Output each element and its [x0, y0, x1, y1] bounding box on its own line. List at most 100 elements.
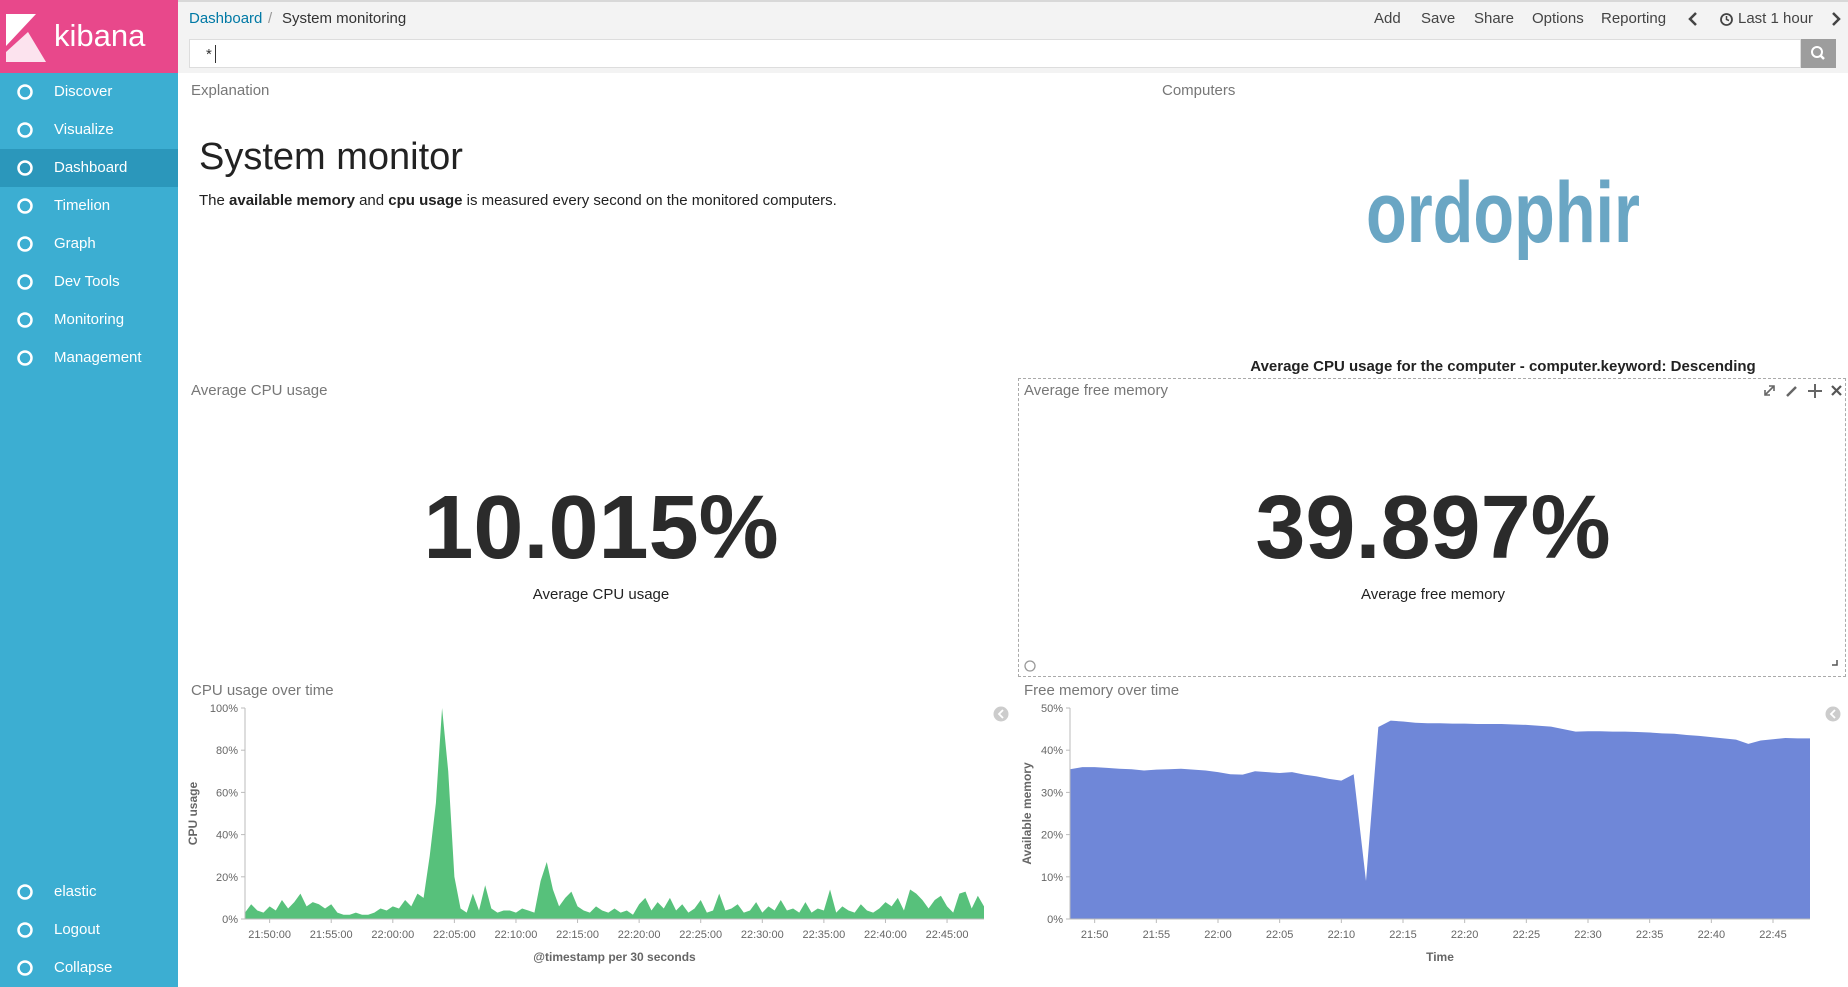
top-action[interactable]: Add — [1374, 10, 1401, 27]
panel-selected[interactable] — [1018, 378, 1846, 677]
text: is measured every second on the monitore… — [462, 192, 837, 209]
nav-icon — [17, 122, 33, 138]
y-tick-label: 60% — [216, 787, 238, 799]
bold-text: available memory — [229, 192, 355, 209]
x-tick-label: 22:45 — [1759, 929, 1787, 941]
x-tick-label: 22:25 — [1513, 929, 1541, 941]
x-tick-label: 22:00 — [1204, 929, 1232, 941]
breadcrumb-link[interactable]: Dashboard — [189, 10, 263, 27]
panel-title: Computers — [1162, 82, 1236, 99]
nav-label: Logout — [54, 921, 100, 938]
icon-shape — [17, 160, 33, 176]
nav-label: Management — [54, 349, 142, 366]
markdown-heading: System monitor — [199, 136, 463, 178]
icon-shape — [17, 236, 33, 252]
nav-label: Dev Tools — [54, 273, 120, 290]
nav-icon — [17, 884, 33, 900]
x-tick-label: 22:35 — [1636, 929, 1664, 941]
user-menu-item[interactable]: Collapse — [0, 949, 178, 987]
metric-value: 10.015% — [423, 478, 779, 578]
time-range[interactable]: Last 1 hour — [1738, 10, 1814, 27]
nav-item[interactable]: Monitoring — [0, 301, 178, 339]
icon-shape — [17, 274, 33, 290]
y-tick-label: 30% — [1041, 787, 1063, 799]
top-action[interactable]: Reporting — [1601, 10, 1667, 27]
logo[interactable]: kibana — [0, 0, 178, 73]
panel-controls — [1764, 384, 1842, 398]
legend-toggle[interactable] — [1825, 706, 1841, 722]
y-tick-label: 100% — [210, 703, 238, 715]
nav-item[interactable]: Discover — [0, 73, 178, 111]
nav-item[interactable]: Management — [0, 339, 178, 377]
y-tick-label: 80% — [216, 745, 238, 757]
y-tick-label: 40% — [1041, 745, 1063, 757]
panel-title: Average free memory — [1024, 382, 1168, 399]
clock-icon — [1720, 13, 1733, 26]
tag-word[interactable]: ordophir — [1366, 165, 1640, 260]
area — [1070, 720, 1810, 919]
user-menu-item[interactable]: Logout — [0, 911, 178, 949]
nav-icon — [17, 84, 33, 100]
x-tick-label: 22:00:00 — [371, 929, 414, 941]
x-tick-label: 22:30 — [1574, 929, 1602, 941]
x-tick-label: 22:40 — [1698, 929, 1726, 941]
panel-title: Explanation — [191, 82, 270, 99]
nav-icon — [17, 922, 33, 938]
x-tick-label: 22:10 — [1328, 929, 1356, 941]
nav-label: elastic — [54, 883, 97, 900]
close-icon[interactable] — [1831, 385, 1842, 396]
icon-shape — [17, 122, 33, 138]
area — [245, 708, 984, 919]
edit-icon[interactable] — [1786, 386, 1797, 397]
icon-shape — [17, 312, 33, 328]
tag-cloud-caption: Average CPU usage for the computer - com… — [1250, 358, 1756, 375]
nav-icon — [17, 960, 33, 976]
nav-label: Timelion — [54, 197, 111, 214]
chevron-left[interactable] — [1686, 10, 1700, 28]
top-action[interactable]: Share — [1474, 10, 1515, 27]
expand-icon[interactable] — [1764, 385, 1775, 396]
text: The — [199, 192, 230, 209]
nav-icon — [17, 160, 33, 176]
x-tick-label: 22:15 — [1389, 929, 1417, 941]
x-tick-label: 21:50 — [1081, 929, 1109, 941]
y-axis-label: Available memory — [1020, 762, 1034, 865]
nav-item[interactable]: Timelion — [0, 187, 178, 225]
search-icon — [1811, 46, 1825, 60]
nav-icon — [17, 236, 33, 252]
panel-title: Average CPU usage — [191, 382, 328, 399]
logo-text: kibana — [54, 18, 146, 53]
metric-value: 39.897% — [1255, 478, 1611, 578]
y-axis-label: CPU usage — [186, 782, 200, 846]
nav-item[interactable]: Dashboard — [0, 149, 178, 187]
top-action[interactable]: Options — [1532, 10, 1584, 27]
icon-shape — [17, 198, 33, 214]
nav-label: Monitoring — [54, 311, 125, 328]
nav-item[interactable]: Visualize — [0, 111, 178, 149]
move-icon[interactable] — [1808, 384, 1822, 398]
resize-handle[interactable] — [1832, 660, 1838, 666]
nav-item[interactable]: Graph — [0, 225, 178, 263]
x-tick-label: 21:50:00 — [248, 929, 291, 941]
x-tick-label: 21:55 — [1143, 929, 1171, 941]
query-input[interactable]: * — [189, 39, 1801, 68]
user-menu-item[interactable]: elastic — [0, 873, 178, 911]
icon-shape — [17, 84, 33, 100]
chevron-right[interactable] — [1829, 10, 1843, 28]
search-button[interactable] — [1801, 39, 1836, 68]
y-tick-label: 20% — [216, 872, 238, 884]
toggle-icon[interactable] — [1024, 660, 1036, 672]
nav-label: Collapse — [54, 959, 113, 976]
text: and — [354, 192, 389, 209]
sidebar: kibana Discover Visualize Dashboard Timelio… — [0, 0, 178, 987]
panel-footer-icons — [1024, 660, 1838, 672]
nav-icon — [17, 274, 33, 290]
nav-item[interactable]: Dev Tools — [0, 263, 178, 301]
x-axis-label: Time — [1426, 950, 1454, 964]
logo-mark — [6, 14, 46, 62]
legend-toggle[interactable] — [993, 706, 1009, 722]
top-action[interactable]: Save — [1421, 10, 1456, 27]
x-tick-label: 22:30:00 — [741, 929, 784, 941]
